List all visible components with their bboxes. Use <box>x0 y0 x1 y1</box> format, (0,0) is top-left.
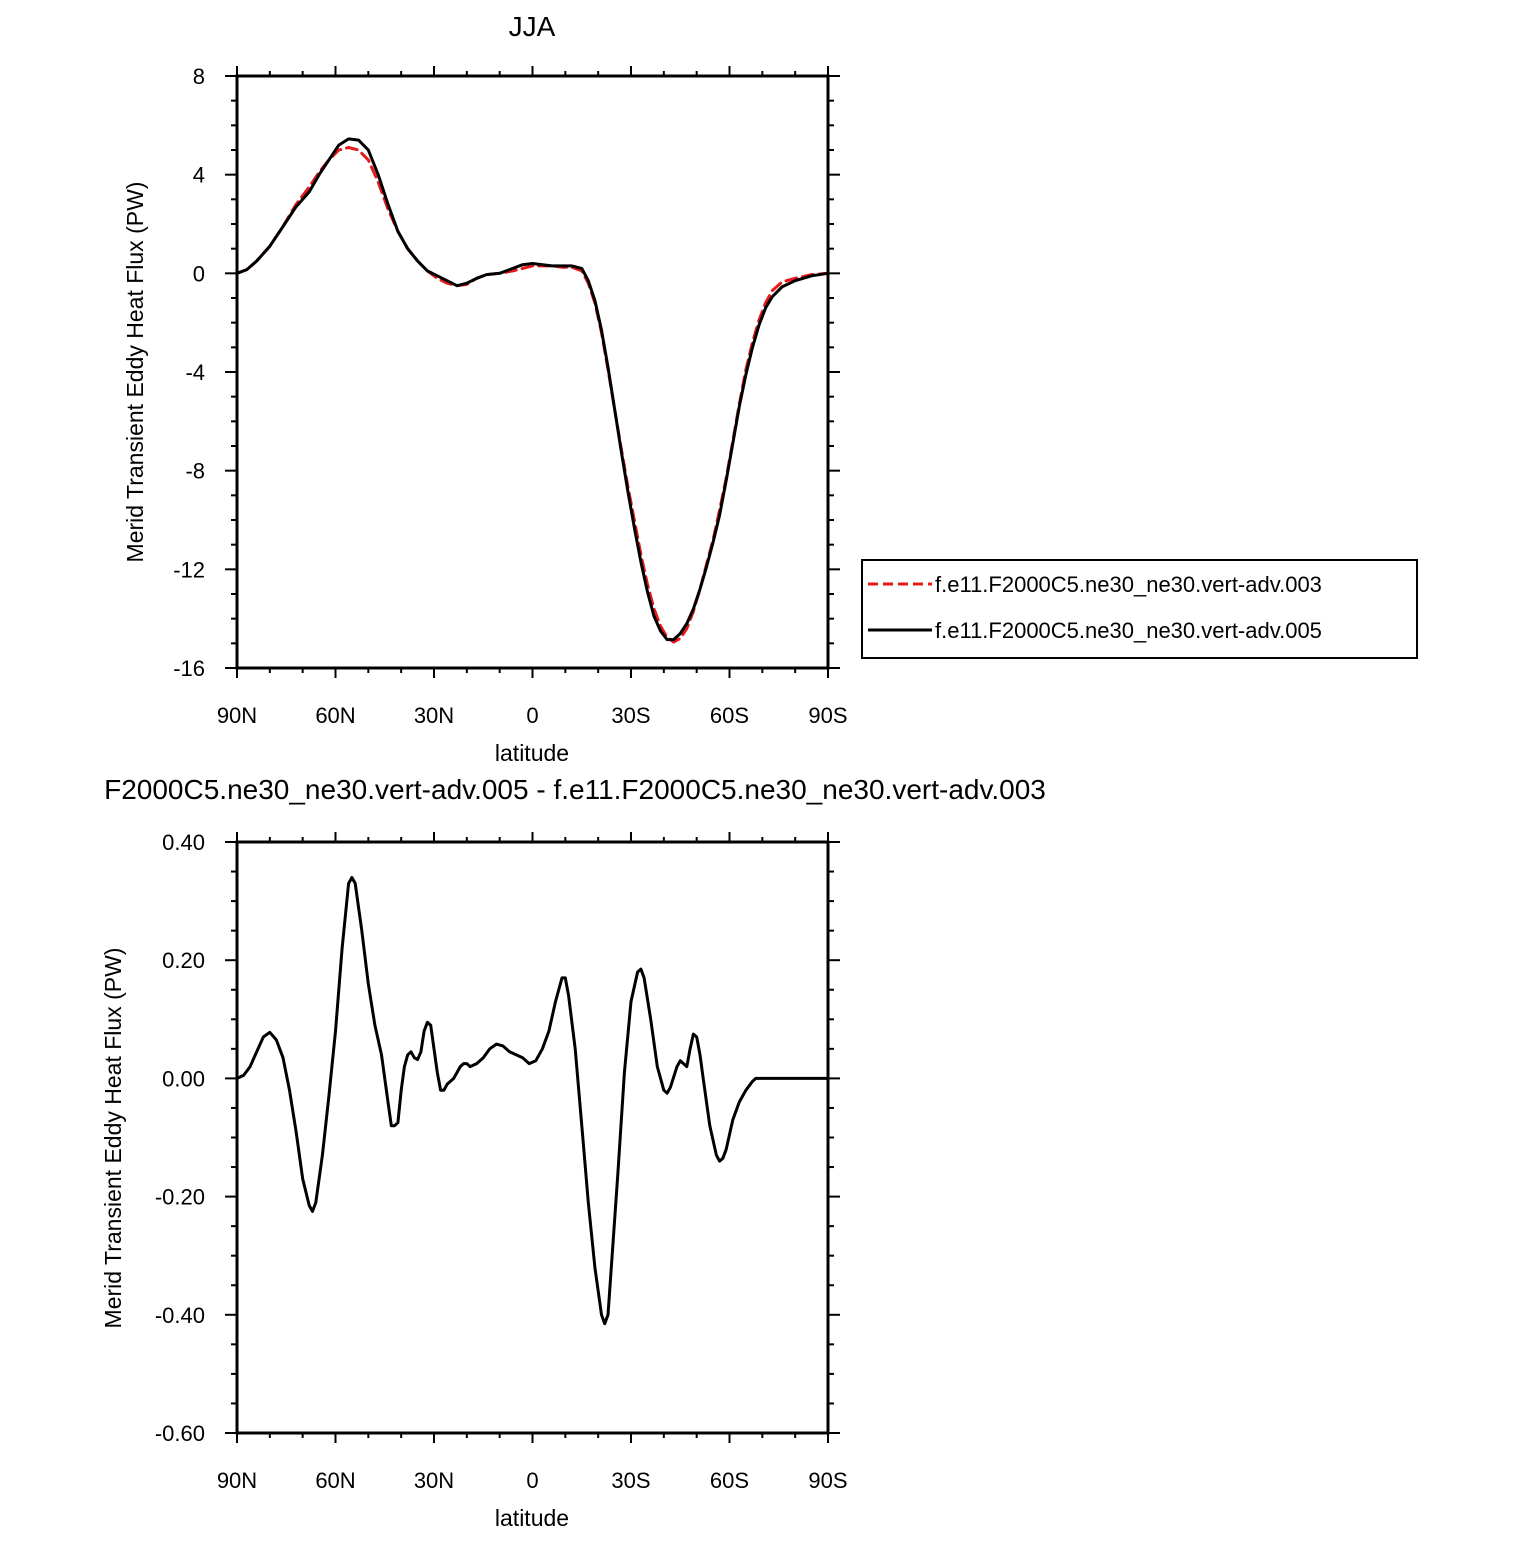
top-panel-series <box>235 137 830 644</box>
y-tick-label: 4 <box>193 163 205 188</box>
legend-label-003: f.e11.F2000C5.ne30_ne30.vert-adv.003 <box>935 572 1322 597</box>
chart-title: JJA <box>509 11 556 42</box>
y-tick-label: -16 <box>173 656 205 681</box>
series-line-2 <box>235 137 830 642</box>
top-panel-ticks: 90N 60N 30N 0 30S 60S 90S 8 4 0 -4 -8 -12 -16 <box>173 64 847 728</box>
x-tick-label: 90N <box>217 703 257 728</box>
y-tick-label: 0.20 <box>162 948 205 973</box>
y-tick-label: -4 <box>185 360 205 385</box>
chart-title: F2000C5.ne30_ne30.vert-adv.005 - f.e11.F… <box>104 774 1046 805</box>
y-tick-label: 8 <box>193 64 205 89</box>
x-tick-label: 30N <box>414 703 454 728</box>
y-tick-label: -8 <box>185 459 205 484</box>
x-tick-label: 30N <box>414 1468 454 1493</box>
y-axis-label: Merid Transient Eddy Heat Flux (PW) <box>122 182 148 563</box>
x-tick-label: 60S <box>710 703 749 728</box>
y-tick-label: 0.40 <box>162 830 205 855</box>
y-tick-label: -0.40 <box>155 1303 205 1328</box>
series-line-1 <box>235 146 830 644</box>
y-tick-label: 0.00 <box>162 1066 205 1091</box>
x-tick-label: 60N <box>315 703 355 728</box>
plot-frame <box>235 840 830 1435</box>
y-tick-label: -12 <box>173 557 205 582</box>
x-tick-label: 90S <box>808 1468 847 1493</box>
x-axis-label: latitude <box>495 740 569 766</box>
legend-box <box>861 559 1418 659</box>
bottom-panel-ticks: 90N 60N 30N 0 30S 60S 90S 0.40 0.20 0.00 -0.20 -0.4… <box>155 830 848 1493</box>
y-tick-label: 0 <box>193 261 205 286</box>
x-axis-label: latitude <box>495 1505 569 1531</box>
bottom-panel-series <box>235 876 830 1326</box>
x-tick-label: 90N <box>217 1468 257 1493</box>
legend-label-005: f.e11.F2000C5.ne30_ne30.vert-adv.005 <box>935 618 1322 643</box>
plot-frame <box>235 74 830 670</box>
y-tick-label: -0.60 <box>155 1421 205 1446</box>
x-tick-label: 60S <box>710 1468 749 1493</box>
y-axis-label: Merid Transient Eddy Heat Flux (PW) <box>100 948 126 1329</box>
x-tick-label: 0 <box>526 1468 538 1493</box>
top-panel-jja: JJA 90N 60N 30N 0 30S 60S 90S 8 4 0 -4 -8 -12 -16 Mer… <box>122 11 1418 766</box>
y-tick-label: -0.20 <box>155 1185 205 1210</box>
x-tick-label: 90S <box>808 703 847 728</box>
x-tick-label: 60N <box>315 1468 355 1493</box>
legend: f.e11.F2000C5.ne30_ne30.vert-adv.003 f.e… <box>861 559 1418 659</box>
x-tick-label: 30S <box>611 703 650 728</box>
x-tick-label: 30S <box>611 1468 650 1493</box>
bottom-panel-difference: F2000C5.ne30_ne30.vert-adv.005 - f.e11.F… <box>100 774 1046 1531</box>
x-tick-label: 0 <box>526 703 538 728</box>
series-line-1 <box>235 876 830 1326</box>
